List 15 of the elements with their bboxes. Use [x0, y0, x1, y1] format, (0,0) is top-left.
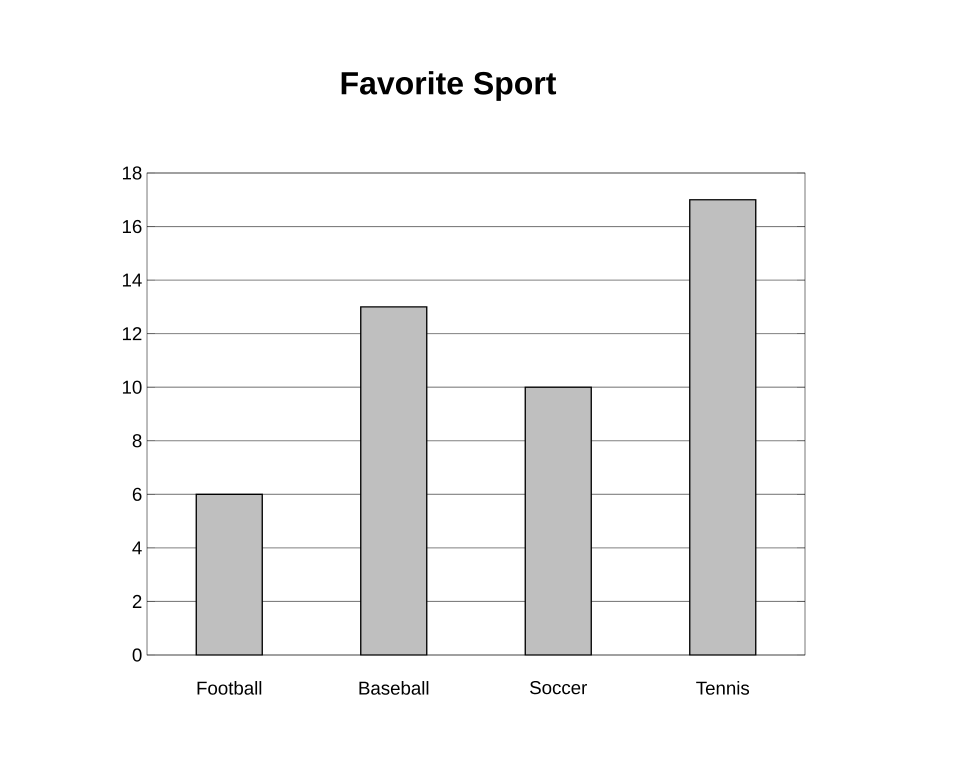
y-tick-label: 2 — [132, 594, 142, 608]
x-tick-label: Baseball — [359, 681, 428, 695]
chart-title: Favorite Sport — [342, 71, 556, 101]
x-tick-label: Soccer — [530, 681, 587, 694]
y-tick-label: 16 — [122, 220, 142, 234]
y-tick-label: 18 — [122, 166, 142, 180]
y-tick-label: 6 — [132, 488, 142, 501]
y-tick-label: 14 — [122, 274, 142, 287]
y-tick-label: 10 — [122, 380, 142, 394]
y-tick-label: 4 — [132, 541, 142, 554]
y-tick-label: 0 — [132, 648, 142, 662]
x-tick-label: Football — [198, 681, 262, 695]
x-tick-label: Tennis — [696, 681, 750, 695]
y-tick-label: 8 — [132, 434, 142, 448]
y-tick-label: 12 — [122, 327, 142, 340]
